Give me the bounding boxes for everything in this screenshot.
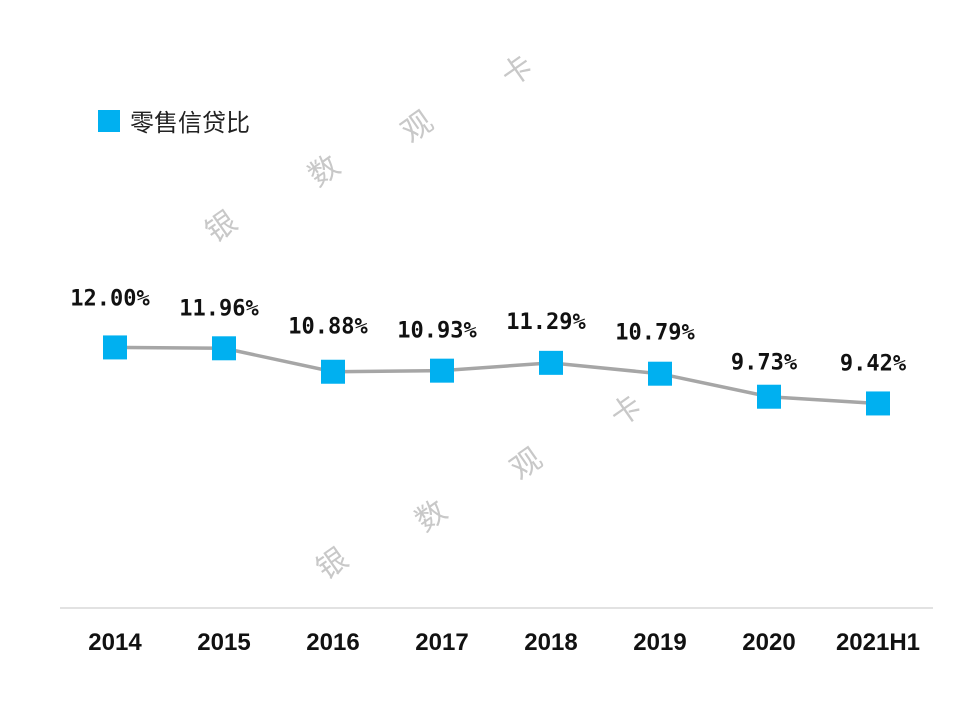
watermark-char: 观 [504,441,549,487]
x-tick-2021H1: 2021H1 [836,629,920,656]
legend-label: 零售信贷比 [130,109,250,137]
data-point-2017 [430,358,454,383]
data-point-2014 [103,335,127,360]
x-tick-2014: 2014 [88,629,142,656]
data-label-2018: 11.29% [506,310,586,335]
watermark-char: 观 [395,104,440,150]
data-label-2016: 10.88% [288,315,368,340]
watermark-char: 卡 [495,48,540,94]
data-point-2020 [757,384,781,409]
x-tick-2016: 2016 [306,629,359,656]
legend-marker [98,110,120,132]
x-tick-2019: 2019 [633,629,686,656]
series-line [114,345,879,406]
data-point-2021H1 [866,391,890,416]
x-tick-2020: 2020 [742,629,795,656]
data-label-2014: 12.00% [70,286,150,311]
watermark-char: 银 [310,541,355,587]
data-label-2021H1: 9.42% [840,351,907,376]
watermark-char: 卡 [604,388,649,434]
data-label-2015: 11.96% [179,296,259,321]
x-tick-2015: 2015 [197,629,250,656]
watermark-char: 银 [199,204,244,250]
x-tick-2018: 2018 [524,629,577,656]
data-label-2019: 10.79% [615,321,695,346]
data-point-2015 [212,336,236,361]
watermark-char: 数 [409,493,454,539]
data-point-2016 [321,359,345,384]
data-label-2020: 9.73% [731,351,798,376]
x-tick-2017: 2017 [415,629,468,656]
data-label-2017: 10.93% [397,319,477,344]
data-point-2018 [539,350,563,375]
watermark-char: 数 [302,148,347,194]
data-point-2019 [648,361,672,386]
